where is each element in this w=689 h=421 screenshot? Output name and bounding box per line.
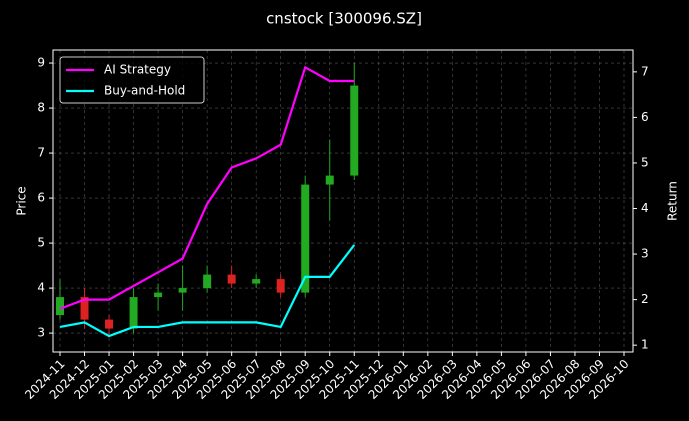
plot-frame [52, 49, 634, 353]
legend-label: AI Strategy [104, 63, 171, 77]
y-tick-label: 9 [37, 56, 45, 70]
y2-tick-label: 3 [641, 247, 649, 261]
y2-tick-label: 5 [641, 155, 649, 169]
y-tick-label: 4 [37, 281, 45, 295]
legend-label: Buy-and-Hold [104, 84, 185, 98]
y2-tick-label: 1 [641, 338, 649, 352]
y2-tick-label: 2 [641, 292, 649, 306]
y-tick-label: 8 [37, 101, 45, 115]
candle-body [154, 292, 163, 298]
line-series [59, 65, 355, 310]
y-axis-label: Price [15, 186, 29, 215]
legend-box [59, 56, 205, 104]
y-tick-label: 7 [37, 146, 45, 160]
y2-tick-label: 6 [641, 110, 649, 124]
y-tick-label: 5 [37, 236, 45, 250]
y-tick-label: 6 [37, 191, 45, 205]
candle-body [276, 279, 285, 293]
y2-tick-label: 4 [641, 201, 649, 215]
candle-body [178, 288, 187, 293]
candle-body [227, 274, 236, 284]
candle-body [80, 297, 89, 320]
candle-body [325, 175, 334, 185]
chart-title: cnstock [300096.SZ] [266, 10, 422, 28]
y2-tick-label: 7 [641, 64, 649, 78]
candle-body [105, 319, 114, 329]
candle-body [301, 184, 310, 293]
candle-body [56, 297, 64, 316]
line-series [59, 244, 356, 338]
y2-axis-label: Return [666, 181, 680, 221]
candle-body [252, 279, 261, 284]
candle-body [350, 85, 359, 176]
candle-body [129, 297, 138, 329]
y-tick-label: 3 [37, 326, 45, 340]
candle-body [203, 274, 212, 289]
